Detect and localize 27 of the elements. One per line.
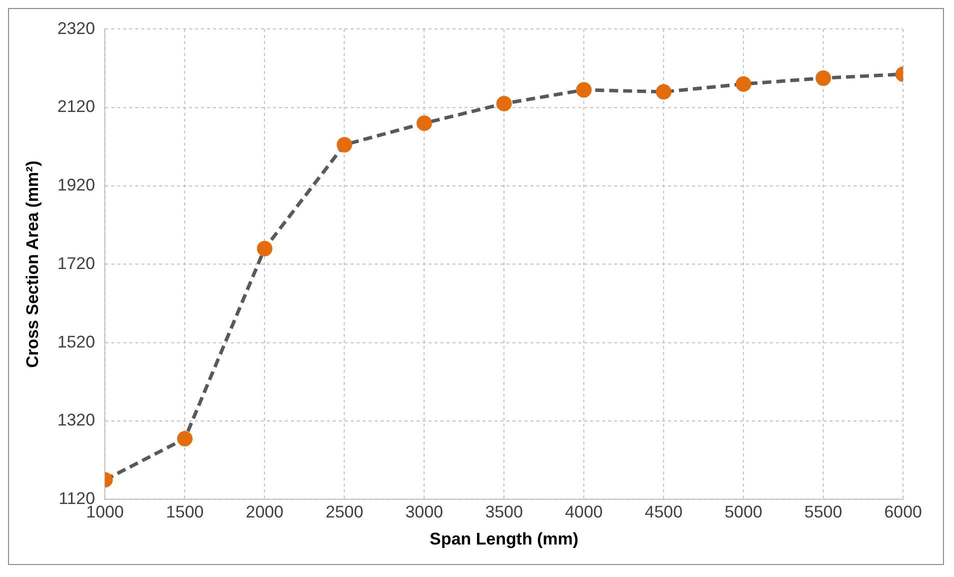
y-tick-label: 1920 (57, 176, 96, 195)
x-tick-label: 2500 (326, 502, 364, 522)
point (736, 76, 752, 92)
x-tick-label: 4500 (644, 502, 683, 522)
point (256, 240, 272, 256)
point (496, 96, 512, 112)
point (336, 137, 352, 152)
x-tick-label: 4000 (565, 502, 603, 522)
x-tick-label: 6000 (884, 502, 922, 522)
x-tick-label: 3000 (405, 502, 444, 522)
y-axis-title: Cross Section Area (mm²) (22, 160, 42, 368)
point (816, 70, 832, 86)
x-tick-label: 2000 (246, 502, 284, 522)
x-tick-label: 5000 (724, 502, 762, 522)
x-axis-title: Span Length (mm) (430, 530, 578, 549)
point (576, 82, 592, 98)
y-tick-label: 1720 (57, 254, 96, 273)
y-tick-label: 1320 (57, 410, 96, 430)
point (177, 430, 193, 446)
point (656, 84, 672, 100)
x-tick-label: 3500 (485, 502, 523, 522)
y-tick-label: 2320 (57, 18, 96, 38)
y-tick-label: 1520 (57, 332, 96, 352)
x-tick-label: 1500 (166, 502, 204, 522)
y-tick-label: 2120 (57, 97, 96, 116)
x-tick-label: 5500 (804, 502, 842, 522)
point (416, 115, 432, 131)
